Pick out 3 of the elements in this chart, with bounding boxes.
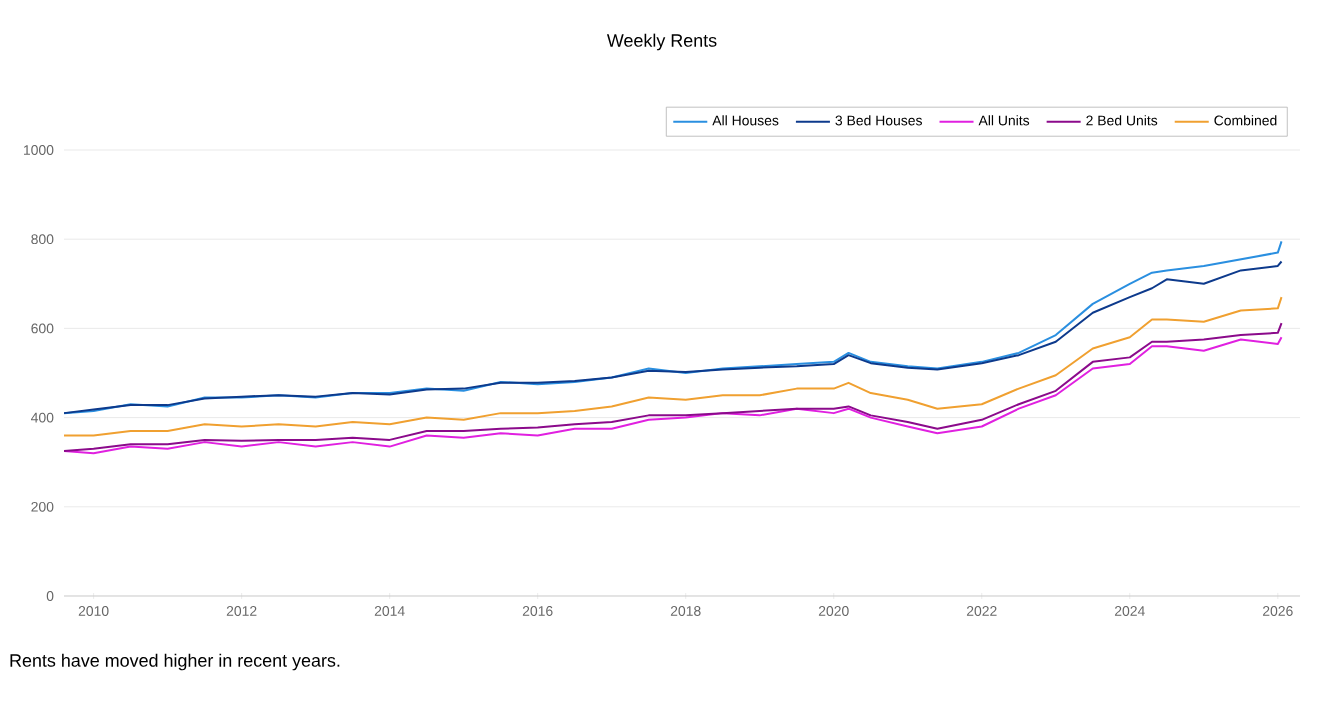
chart-title: Weekly Rents [606, 33, 717, 51]
line-series [64, 296, 1283, 437]
text: Rents have moved higher in recent years. [10, 653, 340, 671]
